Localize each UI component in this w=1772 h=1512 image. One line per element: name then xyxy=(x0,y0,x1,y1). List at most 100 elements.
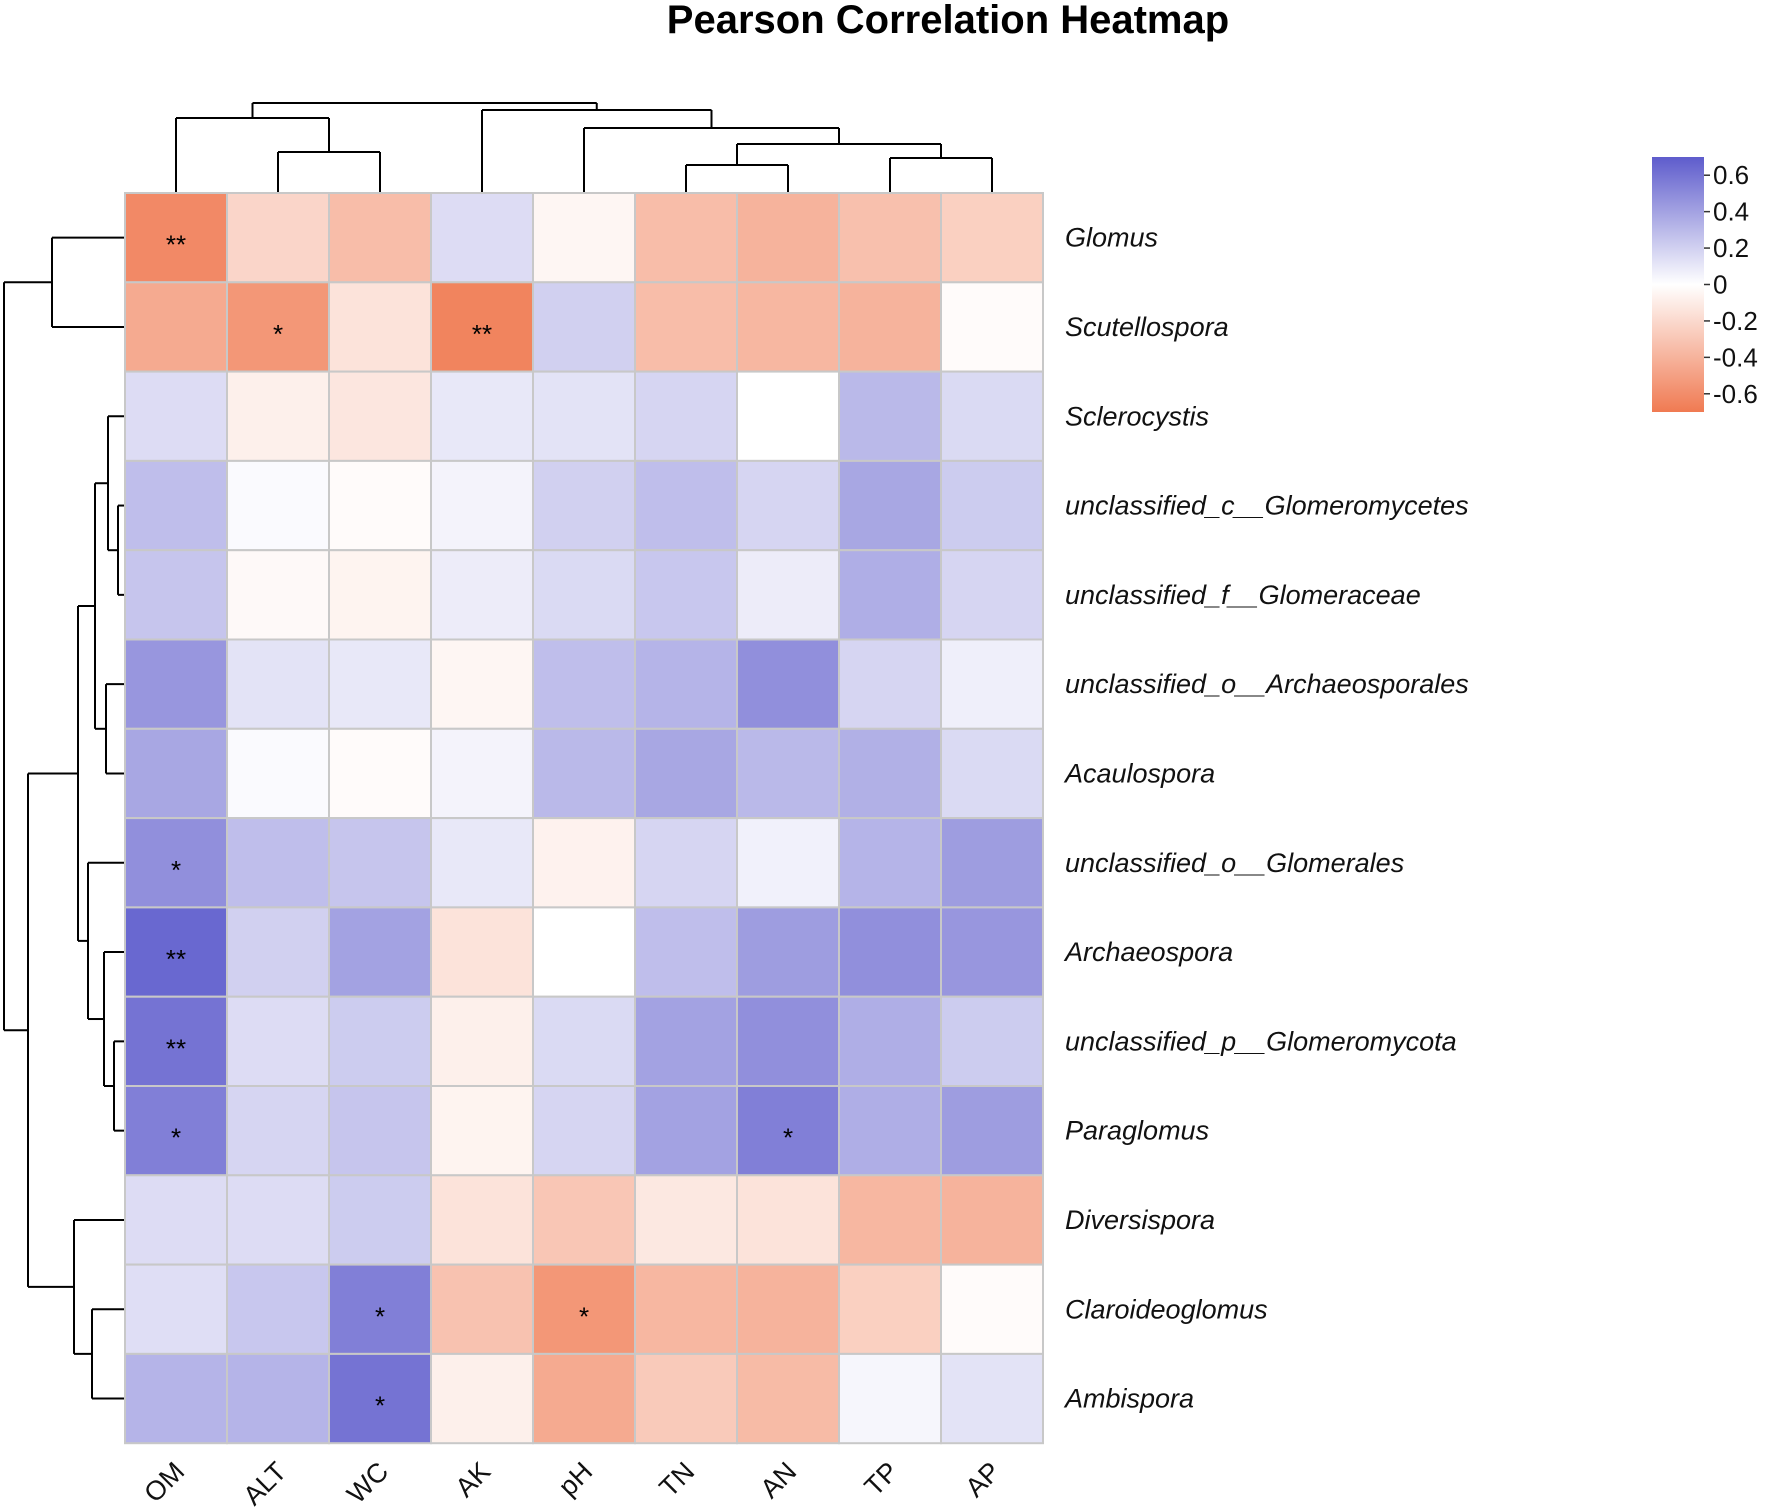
heatmap-cell xyxy=(532,281,636,373)
heatmap-cell xyxy=(226,281,330,373)
heatmap-cell xyxy=(124,459,228,552)
row-label: unclassified_p__Glomeromycota xyxy=(1065,1026,1457,1056)
heatmap-cell xyxy=(736,281,840,373)
heatmap-cell xyxy=(124,817,228,909)
heatmap-cell xyxy=(532,817,636,909)
heatmap-cell xyxy=(328,727,432,820)
heatmap-cell xyxy=(532,370,636,462)
heatmap-cell xyxy=(226,1085,330,1177)
heatmap-cell xyxy=(430,727,534,820)
heatmap-cell xyxy=(736,1263,840,1355)
row-label: Paraglomus xyxy=(1065,1116,1209,1146)
heatmap-cell xyxy=(328,817,432,909)
color-scale-legend: 0.6 0.4 0.2 0 -0.2 -0.4 -0.6 xyxy=(1652,157,1758,412)
heatmap-cell xyxy=(532,459,636,552)
heatmap-cell xyxy=(634,906,738,998)
column-label: TP xyxy=(859,1456,905,1502)
heatmap-cell xyxy=(124,281,228,373)
heatmap-cell xyxy=(838,192,942,284)
color-scale-ticks: 0.6 0.4 0.2 0 -0.2 -0.4 -0.6 xyxy=(1704,160,1758,409)
heatmap-cell xyxy=(532,995,636,1088)
color-scale-tick-label: 0.2 xyxy=(1713,233,1749,263)
heatmap-cell xyxy=(940,281,1044,373)
column-label: ALT xyxy=(237,1456,292,1511)
heatmap-cell xyxy=(736,1174,840,1266)
heatmap-cell xyxy=(838,370,942,462)
heatmap-cell xyxy=(532,727,636,820)
heatmap-cell xyxy=(532,1352,636,1445)
row-label: Diversispora xyxy=(1065,1205,1215,1235)
significance-mark: * xyxy=(579,1301,589,1331)
heatmap-cell xyxy=(328,192,432,284)
heatmap-cell xyxy=(940,1263,1044,1355)
heatmap-cell xyxy=(736,459,840,552)
heatmap-cell xyxy=(838,727,942,820)
heatmap-cell xyxy=(430,549,534,641)
heatmap-cell xyxy=(940,817,1044,909)
color-scale-tick-label: -0.2 xyxy=(1713,306,1758,336)
significance-mark: ** xyxy=(472,319,492,349)
heatmap-cell xyxy=(736,370,840,462)
column-label: pH xyxy=(553,1456,599,1502)
heatmap-cell xyxy=(124,1085,228,1177)
heatmap-cell xyxy=(226,549,330,641)
heatmap-cell xyxy=(430,1263,534,1355)
row-label: unclassified_f__Glomeraceae xyxy=(1065,580,1421,610)
heatmap-cell xyxy=(430,638,534,730)
heatmap-cell xyxy=(532,549,636,641)
heatmap-cell xyxy=(838,549,942,641)
color-scale-tick-label: -0.6 xyxy=(1713,379,1758,409)
heatmap-cell xyxy=(226,1352,330,1445)
heatmap-cell xyxy=(430,370,534,462)
heatmap-cell xyxy=(940,549,1044,641)
heatmap-cell xyxy=(838,1263,942,1355)
heatmap-cell xyxy=(124,727,228,820)
heatmap-cell xyxy=(940,1352,1044,1445)
heatmap-cell xyxy=(430,1352,534,1445)
row-label: Sclerocystis xyxy=(1065,401,1209,431)
significance-mark: * xyxy=(375,1301,385,1331)
heatmap-cell xyxy=(736,727,840,820)
heatmap-cell xyxy=(328,549,432,641)
heatmap-cell xyxy=(328,370,432,462)
color-scale-bar xyxy=(1652,157,1704,412)
chart-title: Pearson Correlation Heatmap xyxy=(667,0,1229,42)
heatmap-cell xyxy=(328,995,432,1088)
heatmap-cell xyxy=(430,281,534,373)
column-dendrogram xyxy=(175,102,993,193)
heatmap-cell xyxy=(838,638,942,730)
row-label: unclassified_o__Archaeosporales xyxy=(1065,669,1469,699)
significance-mark: ** xyxy=(166,230,186,260)
heatmap-cell xyxy=(328,459,432,552)
heatmap-cell xyxy=(838,1174,942,1266)
heatmap-cell xyxy=(838,281,942,373)
heatmap-cell xyxy=(226,459,330,552)
heatmap-cell xyxy=(736,638,840,730)
heatmap-cell xyxy=(430,1085,534,1177)
column-labels: OM ALT WC AK pH TN AN TP AP xyxy=(138,1456,1006,1511)
row-label: Ambispora xyxy=(1063,1384,1194,1414)
heatmap-cell xyxy=(532,192,636,284)
heatmap-cell xyxy=(532,1263,636,1355)
significance-mark: ** xyxy=(166,944,186,974)
heatmap-cell xyxy=(328,1085,432,1177)
heatmap-cell xyxy=(430,1174,534,1266)
color-scale-tick-label: 0.4 xyxy=(1713,197,1749,227)
row-label: Scutellospora xyxy=(1065,312,1229,342)
heatmap-cell xyxy=(940,906,1044,998)
column-label: OM xyxy=(138,1456,190,1508)
heatmap-cell xyxy=(430,192,534,284)
significance-mark: * xyxy=(273,319,283,349)
row-labels: Glomus Scutellospora Sclerocystis unclassif… xyxy=(1063,223,1469,1414)
heatmap-cell xyxy=(328,281,432,373)
heatmap-cell xyxy=(532,906,636,998)
heatmap-cell xyxy=(736,1352,840,1445)
column-label: AP xyxy=(960,1456,1007,1503)
heatmap-cell xyxy=(328,638,432,730)
column-label: TN xyxy=(654,1456,701,1503)
heatmap-cell xyxy=(634,1085,738,1177)
heatmap-cell xyxy=(226,1263,330,1355)
heatmap-cell xyxy=(226,817,330,909)
heatmap-cell xyxy=(940,995,1044,1088)
significance-mark: * xyxy=(171,855,181,885)
